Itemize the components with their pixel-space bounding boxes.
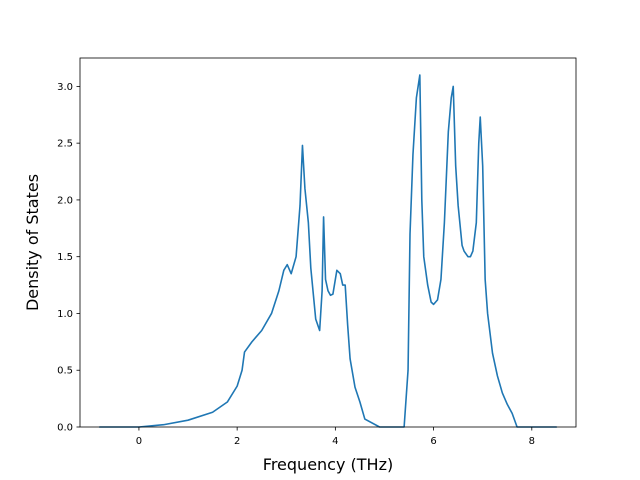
- y-tick-label: 2.5: [57, 139, 73, 150]
- y-axis-label: Density of States: [23, 174, 42, 311]
- x-tick-label: 6: [430, 436, 436, 447]
- x-tick-label: 4: [332, 436, 338, 447]
- y-axis: 0.0 0.5 1.0 1.5 2.0 2.5 3.0: [57, 82, 80, 434]
- plot-frame: [79, 57, 577, 428]
- x-tick-label: 2: [234, 436, 240, 447]
- x-axis-label: Frequency (THz): [263, 455, 393, 474]
- y-tick-label: 2.0: [57, 195, 73, 206]
- y-tick-label: 3.0: [57, 82, 73, 93]
- plot-area: [79, 57, 577, 428]
- y-tick-label: 0.5: [57, 366, 73, 377]
- y-tick-label: 1.5: [57, 252, 73, 263]
- series-line-0: [98, 74, 558, 428]
- y-tick-label: 1.0: [57, 309, 73, 320]
- y-tick-label: 0.0: [57, 423, 73, 434]
- x-axis: 0 2 4 6 8: [136, 427, 535, 447]
- x-tick-label: 0: [136, 436, 142, 447]
- x-tick-label: 8: [529, 436, 535, 447]
